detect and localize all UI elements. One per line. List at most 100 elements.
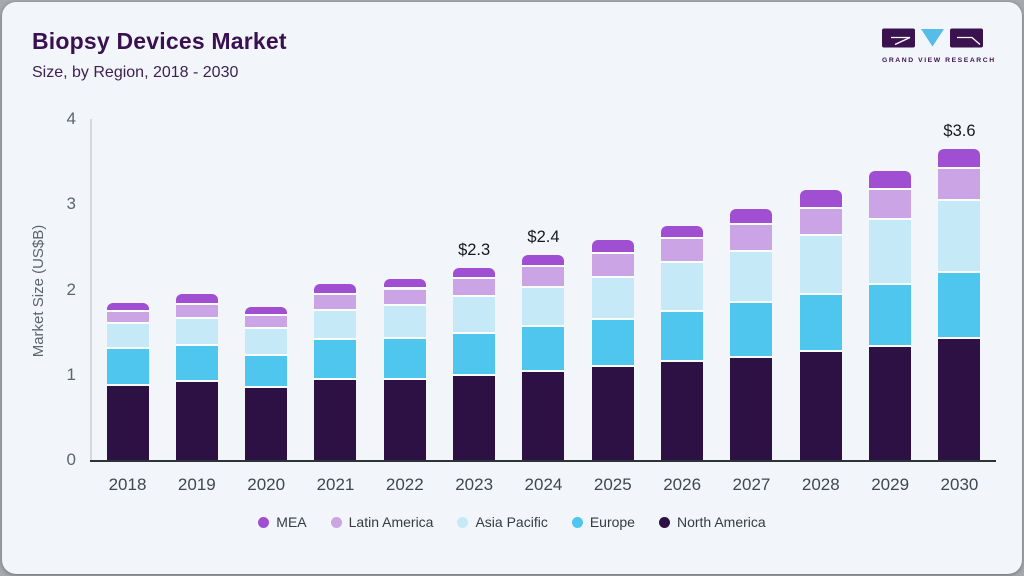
legend-item-latin-america: Latin America [330,514,434,530]
bar-segment-north-america [938,338,981,460]
bar-segment-asia-pacific [730,251,773,304]
bar-segment-asia-pacific [314,310,357,340]
legend-label: Asia Pacific [475,514,548,530]
value-label: $2.3 [458,241,491,260]
bar-segment-mea [314,284,357,296]
x-axis-line [90,460,996,462]
bar-segment-latin-america [730,224,773,252]
y-axis-line [90,119,92,460]
bar-segment-latin-america [245,315,288,329]
bar-segment-mea [730,208,773,225]
legend-item-europe: Europe [571,514,635,530]
bar-segment-latin-america [453,279,496,298]
bar-segment-asia-pacific [522,287,565,327]
bar-segment-europe [175,345,218,383]
legend-item-asia-pacific: Asia Pacific [457,514,548,530]
legend-item-north-america: North America [658,514,766,530]
bar-segment-asia-pacific [245,328,288,356]
bar-segment-mea [245,306,288,316]
bar-segment-europe [730,303,773,358]
bar-segment-north-america [106,385,149,460]
y-tick-label: 1 [66,364,76,384]
bar-segment-europe [453,333,496,376]
bar-segment-latin-america [869,189,912,221]
bar-segment-north-america [314,379,357,460]
bar-segment-mea [661,225,704,240]
bar-segment-mea [869,171,912,190]
legend-swatch [258,516,270,528]
bar-segment-asia-pacific [591,277,634,321]
bar-segment-latin-america [799,208,842,236]
bar-segment-mea [522,254,565,268]
bar-segment-north-america [730,357,773,460]
x-tick-label: 2024 [524,475,563,494]
legend-swatch [658,516,670,528]
bar-segment-latin-america [591,253,634,278]
gvr-logo: GRAND VIEW RESEARCH [882,28,996,64]
bar-segment-europe [799,295,842,352]
bar-segment-europe [314,339,357,380]
bar-segment-europe [245,355,288,389]
bar-segment-north-america [661,361,704,460]
x-tick-label: 2021 [316,475,355,494]
x-tick-label: 2022 [385,475,424,494]
bar-segment-mea [938,148,981,170]
x-tick-label: 2030 [940,475,979,494]
bar-segment-latin-america [175,304,218,320]
bar-segment-mea [106,303,149,312]
y-tick-label: 4 [66,109,76,128]
bar-segment-europe [106,349,149,386]
gvr-logo-wordmark: GRAND VIEW RESEARCH [882,57,996,64]
legend-swatch [457,516,469,528]
bar-segment-latin-america [383,289,426,306]
bar-segment-north-america [591,367,634,460]
bar-segment-latin-america [938,169,981,201]
bar-segment-europe [869,285,912,348]
bar-segment-mea [453,268,496,280]
bar-segment-europe [383,338,426,380]
x-tick-label: 2020 [247,475,286,494]
bar-segment-mea [175,293,218,305]
bar-segment-europe [591,320,634,368]
bar-segment-north-america [799,351,842,460]
bar-segment-mea [591,240,634,254]
bar-segment-asia-pacific [938,200,981,274]
bar-segment-latin-america [661,239,704,264]
x-tick-label: 2025 [593,475,632,494]
value-label: $2.4 [527,227,560,246]
bar-segment-asia-pacific [175,319,218,346]
page-subtitle: Size, by Region, 2018 - 2030 [32,64,239,81]
bar-segment-mea [383,279,426,290]
legend-swatch [330,516,342,528]
y-tick-label: 0 [66,450,76,469]
x-tick-label: 2029 [871,475,910,494]
bar-segment-north-america [453,375,496,460]
bar-segment-latin-america [106,311,149,325]
page-title: Biopsy Devices Market [32,28,287,54]
bar-segment-europe [661,311,704,362]
y-tick-label: 3 [66,194,76,214]
value-label: $3.6 [943,121,976,140]
x-tick-label: 2027 [732,475,771,494]
x-tick-label: 2026 [663,475,702,494]
bar-segment-asia-pacific [661,263,704,312]
bar-segment-europe [938,273,981,339]
legend-label: North America [676,514,766,530]
legend-label: MEA [276,514,307,530]
bar-segment-asia-pacific [106,324,149,350]
bar-segment-north-america [245,388,288,460]
gvr-logo-mark [882,28,983,48]
x-tick-label: 2028 [801,475,840,494]
bar-segment-asia-pacific [383,305,426,339]
legend-label: Latin America [348,514,434,530]
legend-item-mea: MEA [258,514,307,530]
y-tick-label: 2 [66,279,76,299]
bar-segment-asia-pacific [453,297,496,334]
legend-label: Europe [589,514,635,530]
bar-segment-north-america [522,372,565,460]
bar-segment-asia-pacific [869,220,912,286]
x-tick-label: 2023 [455,475,494,494]
bar-segment-north-america [175,382,218,460]
bar-segment-mea [799,189,842,209]
